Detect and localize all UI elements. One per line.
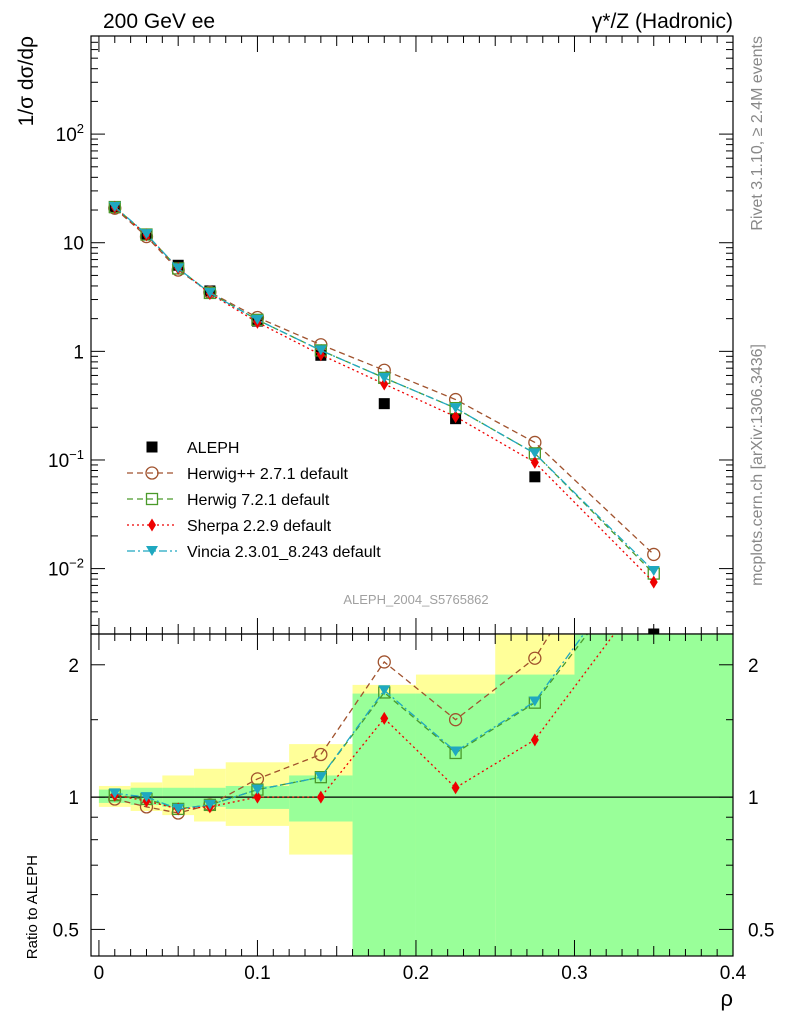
ratio-content [91, 634, 733, 956]
ratio-point [448, 713, 463, 727]
ratio-line [114, 634, 551, 814]
ratio-line [114, 634, 615, 810]
ratio-point [530, 733, 539, 747]
series-4 [108, 201, 660, 577]
legend: ALEPH Herwig++ 2.7.1 default Herwig 7.2.1 … [127, 440, 381, 561]
x-axis-label: ρ [720, 986, 733, 1011]
data-point [647, 566, 660, 577]
legend-label: Sherpa 2.2.9 default [187, 518, 332, 535]
legend-marker [146, 546, 158, 556]
data-point [140, 229, 153, 240]
ratio-y-tick-label-right: 1 [748, 788, 759, 809]
ratio-point [377, 655, 391, 669]
x-tick-label: 0.3 [561, 963, 587, 984]
ratio-line [114, 634, 585, 810]
legend-marker [145, 492, 159, 506]
green-band [495, 674, 575, 956]
green-band [352, 693, 416, 956]
y-tick-exponent: −1 [69, 447, 84, 462]
y-tick-label: 10 [63, 234, 84, 255]
data-point [380, 377, 389, 391]
data-point [172, 263, 185, 274]
x-tick-label: 0 [94, 963, 105, 984]
ratio-point [378, 685, 391, 696]
legend-label: Vincia 2.3.01_8.243 default [187, 544, 381, 561]
ratio-point [451, 781, 460, 795]
x-tick-label: 0.4 [720, 963, 747, 984]
ratio-point [528, 696, 541, 707]
main-panel: 10−2 10−1 1 10 102 [48, 35, 734, 640]
mcplots-label: mcplots.cern.ch [arXiv:1306.3436] [749, 344, 766, 586]
data-point [649, 575, 658, 589]
legend-entry: Sherpa 2.2.9 default [127, 518, 332, 535]
header-right: γ*/Z (Hadronic) [592, 10, 733, 33]
main-ylabel: 1/σ dσ/dρ [15, 36, 38, 126]
x-tick-label: 0.1 [244, 963, 270, 984]
ratio-y-tick-label: 1 [68, 788, 79, 809]
ratio-point [253, 790, 262, 804]
data-point [378, 372, 391, 383]
watermark: ALEPH_2004_S5765862 [343, 592, 488, 607]
ratio-point [528, 651, 542, 665]
data-point [314, 345, 327, 356]
data-point [108, 201, 121, 212]
ratio-point [203, 799, 216, 810]
ratio-point [314, 771, 328, 784]
y-tick-label: 102 [56, 121, 84, 146]
ratio-series-3 [108, 634, 585, 814]
data-point [451, 410, 460, 424]
ratio-y-tick-label: 0.5 [53, 920, 79, 941]
legend-marker [146, 441, 158, 453]
ratio-point [314, 772, 327, 783]
series-line [114, 206, 655, 572]
y-tick-exponent: −2 [69, 556, 84, 571]
data-point [528, 448, 541, 459]
y-tick-exponent: 2 [77, 121, 84, 136]
legend-label: Herwig++ 2.7.1 default [187, 466, 349, 483]
legend-marker [148, 518, 156, 532]
ratio-ylabel: Ratio to ALEPH [24, 855, 41, 959]
y-tick-label: 10−2 [48, 556, 84, 581]
data-point [378, 398, 390, 410]
legend-entry: Vincia 2.3.01_8.243 default [127, 544, 381, 561]
legend-entry: Herwig 7.2.1 default [127, 492, 330, 509]
ratio-point [108, 788, 121, 799]
data-point [529, 471, 541, 483]
ratio-point [380, 711, 389, 725]
ratio-frame [90, 633, 734, 957]
y-tick-label: 10−1 [48, 447, 84, 472]
data-point [530, 455, 539, 469]
ratio-y-tick-label-right: 2 [748, 656, 759, 677]
data-point [647, 547, 661, 562]
rivet-label: Rivet 3.1.10, ≥ 2.4M events [749, 36, 766, 231]
ratio-point [172, 803, 185, 814]
y-tick-label: 1 [73, 342, 84, 363]
ratio-point [314, 747, 328, 762]
legend-label: ALEPH [187, 440, 239, 457]
ratio-point [251, 784, 264, 795]
x-tick-label: 0.2 [403, 963, 429, 984]
ratio-point [140, 792, 153, 803]
ratio-panel: 0.5 0.5 1 1 2 2 0 0.1 0.2 0.3 0.4 [53, 633, 774, 984]
ratio-y-tick-label-right: 0.5 [748, 920, 774, 941]
data-point [449, 403, 462, 414]
ratio-y-tick-label: 2 [68, 656, 79, 677]
data-point [203, 287, 216, 298]
legend-marker [145, 466, 159, 480]
series-0 [109, 202, 660, 640]
data-point [251, 314, 264, 325]
ratio-point [449, 746, 462, 757]
legend-entry: Herwig++ 2.7.1 default [127, 466, 349, 483]
legend-label: Herwig 7.2.1 default [187, 492, 330, 509]
green-band [574, 634, 733, 956]
green-band [415, 693, 496, 956]
ratio-point [316, 790, 325, 804]
legend-entry: ALEPH [146, 440, 239, 457]
series-line [114, 207, 655, 555]
header-left: 200 GeV ee [103, 10, 215, 33]
